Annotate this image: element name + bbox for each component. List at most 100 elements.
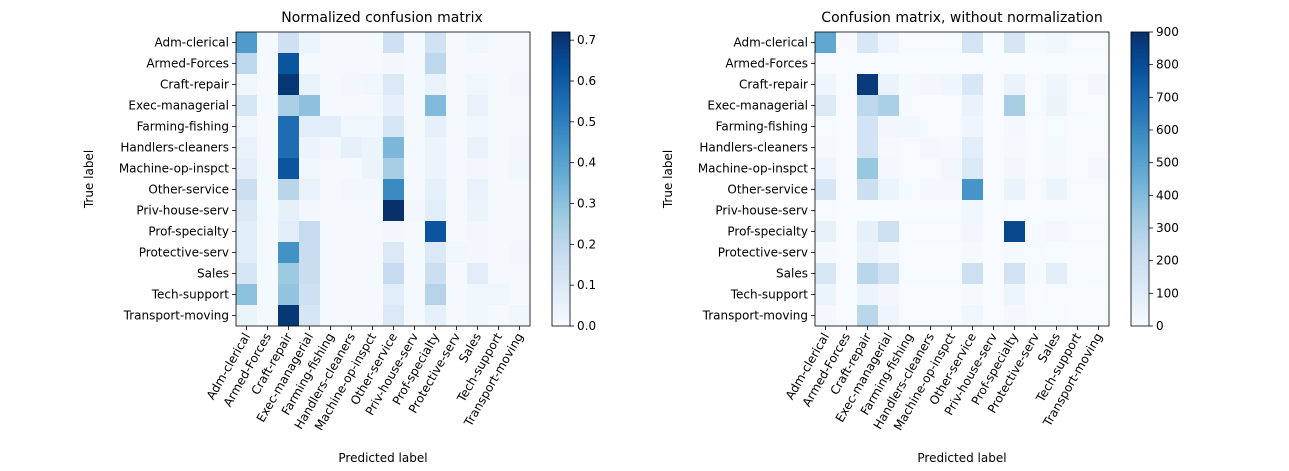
colorbar-segment [1131, 277, 1149, 280]
heatmap-cell [1088, 53, 1110, 75]
heatmap-cell [509, 200, 531, 222]
y-tick-label: Machine-op-inspct [698, 162, 808, 176]
colorbar-segment [552, 213, 570, 217]
heatmap-cell [1025, 53, 1047, 75]
colorbar-segment [552, 71, 570, 75]
colorbar-segment [1131, 169, 1149, 173]
colorbar-segment [552, 228, 570, 231]
heatmap-cell [878, 53, 900, 75]
colorbar-segment [1131, 71, 1149, 75]
right-xlabel: Predicted label [917, 451, 1006, 465]
heatmap-cell [1088, 74, 1110, 96]
colorbar-segment [1131, 203, 1149, 207]
heatmap-cell [815, 263, 837, 285]
colorbar-segment [552, 112, 570, 116]
colorbar-segment [552, 56, 570, 60]
heatmap-cell [899, 263, 921, 285]
colorbar-segment [552, 208, 570, 212]
heatmap-cell [836, 179, 858, 201]
heatmap-cell [983, 305, 1005, 327]
heatmap-cell [1067, 137, 1089, 159]
heatmap-cell [278, 284, 300, 306]
heatmap-cell [362, 95, 384, 117]
heatmap-cell [878, 221, 900, 243]
y-tick-label: Farming-fishing [137, 120, 229, 134]
heatmap-cell [1004, 74, 1026, 96]
heatmap-cell [257, 158, 279, 180]
heatmap-cell [836, 263, 858, 285]
heatmap-cell [362, 116, 384, 138]
heatmap-cell [941, 263, 963, 285]
heatmap-cell [236, 74, 258, 96]
colorbar-segment [1131, 301, 1149, 305]
y-tick-label: Prof-specialty [148, 225, 229, 239]
heatmap-cell [341, 32, 363, 54]
heatmap-cell [404, 221, 426, 243]
heatmap-cell [488, 137, 510, 159]
colorbar-segment [552, 303, 570, 307]
heatmap-cell [509, 242, 531, 264]
heatmap-cell [404, 242, 426, 264]
heatmap-cell [1046, 200, 1068, 222]
heatmap-cell [425, 32, 447, 54]
colorbar-segment [552, 44, 570, 48]
heatmap-cell [446, 179, 468, 201]
heatmap-cell [488, 263, 510, 285]
colorbar-segment [552, 51, 570, 55]
heatmap-cell [299, 95, 321, 117]
heatmap-cell [509, 158, 531, 180]
heatmap-cell [446, 158, 468, 180]
y-tick-label: Craft-repair [160, 78, 229, 92]
heatmap-cell [236, 284, 258, 306]
heatmap-cell [857, 95, 879, 117]
colorbar-segment [1131, 186, 1149, 190]
heatmap-cell [836, 200, 858, 222]
colorbar-segment [552, 144, 570, 148]
colorbar-segment [552, 237, 570, 241]
heatmap-cell [509, 137, 531, 159]
colorbar-segment [552, 225, 570, 229]
colorbar-segment [552, 139, 570, 143]
y-tick-label: Tech-support [151, 288, 230, 302]
colorbar-segment [1131, 61, 1149, 65]
colorbar-segment [1131, 98, 1149, 101]
heatmap-cell [920, 53, 942, 75]
colorbar-segment [1131, 181, 1149, 185]
heatmap-cell [257, 74, 279, 96]
heatmap-cell [836, 95, 858, 117]
heatmap-cell [1088, 137, 1110, 159]
colorbar-segment [552, 272, 570, 275]
colorbar-segment [552, 296, 570, 300]
colorbar-tick-label: 200 [1156, 254, 1179, 268]
heatmap-cell [278, 221, 300, 243]
heatmap-cell [425, 95, 447, 117]
colorbar-segment [1131, 107, 1149, 111]
colorbar-segment [552, 223, 570, 226]
heatmap-cell [425, 116, 447, 138]
heatmap-cell [857, 74, 879, 96]
heatmap-cell [1004, 200, 1026, 222]
colorbar-segment [1131, 56, 1149, 60]
colorbar-segment [552, 159, 570, 163]
heatmap-cell [446, 137, 468, 159]
colorbar-segment [1131, 112, 1149, 116]
colorbar-segment [1131, 303, 1149, 307]
heatmap-cell [404, 95, 426, 117]
colorbar-segment [1131, 73, 1149, 77]
colorbar-segment [1131, 205, 1149, 209]
y-tick-label: Adm-clerical [154, 36, 229, 50]
heatmap-cell [341, 200, 363, 222]
colorbar-segment [1131, 289, 1149, 293]
heatmap-cell [1004, 284, 1026, 306]
colorbar-segment [552, 306, 570, 310]
heatmap-cell [857, 242, 879, 264]
heatmap-cell [299, 242, 321, 264]
colorbar-segment [552, 311, 570, 315]
colorbar-segment [552, 171, 570, 175]
heatmap-cell [1046, 263, 1068, 285]
colorbar-segment [552, 149, 570, 153]
heatmap-cell [1004, 263, 1026, 285]
heatmap-cell [1088, 158, 1110, 180]
heatmap-cell [1004, 116, 1026, 138]
heatmap-cell [1088, 284, 1110, 306]
